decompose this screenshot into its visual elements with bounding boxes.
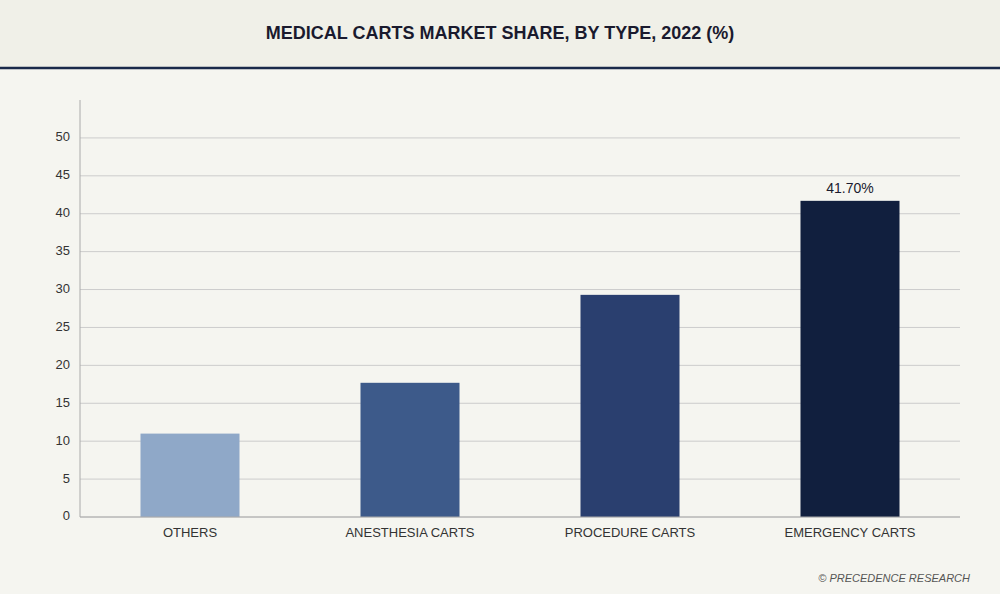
x-tick-label: OTHERS	[163, 525, 218, 540]
bar	[581, 295, 680, 517]
annotation: 41.70%	[826, 180, 873, 196]
y-tick-label: 35	[56, 243, 70, 258]
y-tick-label: 10	[56, 433, 70, 448]
watermark: © PRECEDENCE RESEARCH	[818, 572, 970, 584]
title: MEDICAL CARTS MARKET SHARE, BY TYPE, 202…	[266, 23, 734, 43]
y-tick-label: 15	[56, 395, 70, 410]
chart: MEDICAL CARTS MARKET SHARE, BY TYPE, 202…	[0, 0, 1000, 594]
y-axis: 0 5 10 15 20 25 30 35 40 45 50	[56, 100, 960, 523]
y-tick-label: 25	[56, 319, 70, 334]
grid-line	[80, 517, 960, 518]
x-tick-label: ANESTHESIA CARTS	[345, 525, 474, 540]
chart-container: MEDICAL CARTS MARKET SHARE, BY TYPE, 202…	[0, 0, 1000, 594]
y-tick-label: 0	[63, 508, 70, 523]
y-axis-line	[80, 100, 81, 517]
y-tick-label: 50	[56, 129, 70, 144]
grid-line	[80, 137, 960, 138]
x-tick-label: PROCEDURE CARTS	[565, 525, 696, 540]
y-tick-label: 30	[56, 281, 70, 296]
header-border	[0, 67, 1000, 70]
bar	[361, 383, 460, 517]
y-tick-label: 45	[56, 167, 70, 182]
bars	[141, 201, 900, 517]
y-tick-label: 40	[56, 205, 70, 220]
y-tick-label: 5	[63, 471, 70, 486]
bar	[141, 434, 240, 517]
header-band	[0, 0, 1000, 68]
background	[0, 0, 1000, 594]
x-tick-label: EMERGENCY CARTS	[785, 525, 916, 540]
x-axis-line	[80, 517, 960, 518]
bar	[801, 201, 900, 517]
y-tick-label: 20	[56, 357, 70, 372]
grid-line	[80, 175, 960, 176]
